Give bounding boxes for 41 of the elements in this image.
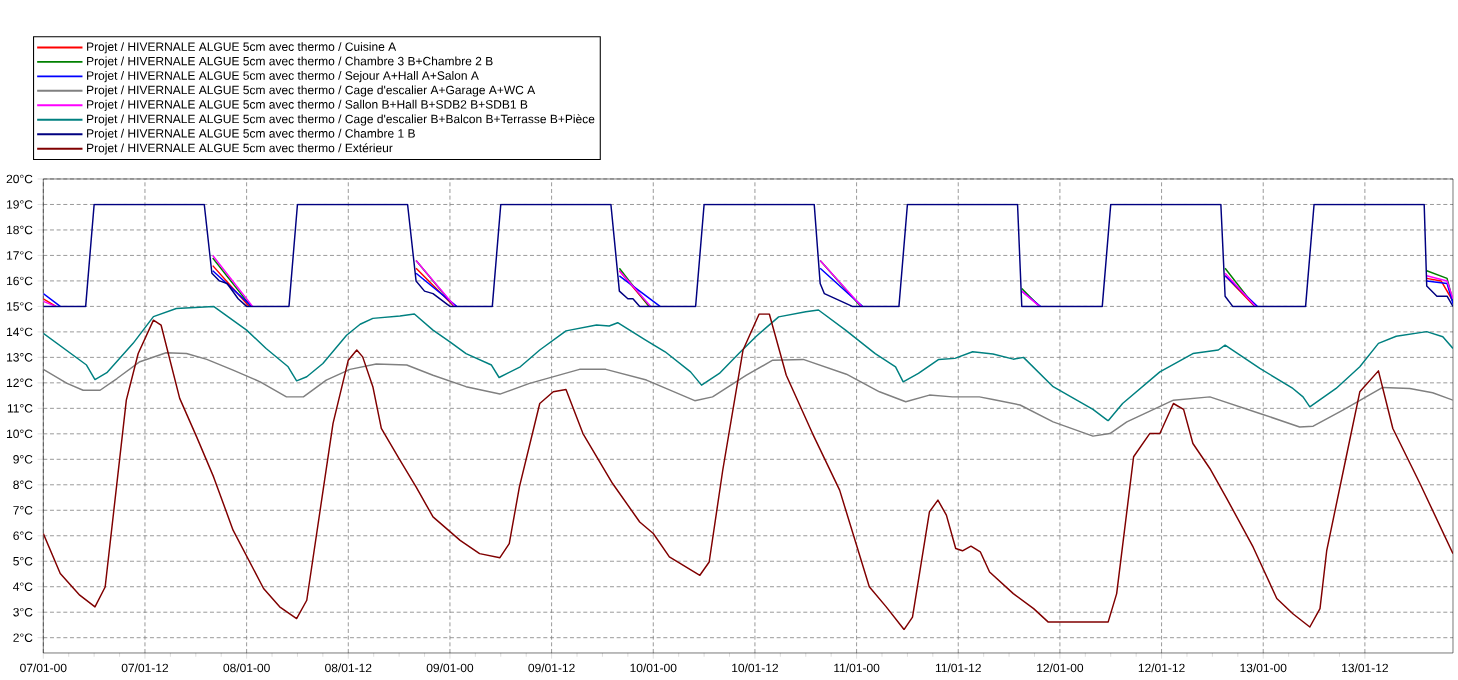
y-tick-label: 11°C (7, 404, 33, 413)
y-tick-label: 7°C (13, 506, 33, 515)
y-tick-label: 14°C (7, 327, 33, 337)
y-tick-label: 19°C (7, 200, 33, 209)
x-tick-label: 12/01-12 (1138, 663, 1185, 673)
x-tick-label: 10/01-12 (732, 663, 778, 673)
legend-label: Projet / HIVERNALE ALGUE 5cm avec thermo / Sallon B+Hall B+SDB2 B+SDB1 B (87, 99, 528, 112)
x-tick-label: 13/01-12 (1342, 663, 1388, 673)
x-tick-label: 11/01-00 (834, 663, 880, 673)
x-tick-label: 11/01-12 (935, 663, 981, 673)
y-tick-label: 6°C (13, 531, 33, 541)
y-tick-label: 15°C (7, 302, 33, 311)
x-tick-label: 13/01-00 (1240, 663, 1287, 673)
x-tick-label: 10/01-00 (630, 663, 677, 673)
x-tick-label: 07/01-00 (20, 663, 67, 673)
y-tick-label: 13°C (7, 353, 33, 362)
legend-label: Projet / HIVERNALE ALGUE 5cm avec thermo / Cage d'escalier A+Garage A+WC A (87, 85, 536, 97)
legend-label: Projet / HIVERNALE ALGUE 5cm avec thermo / Extérieur (87, 143, 393, 155)
x-tick-label: 07/01-12 (121, 663, 169, 673)
x-tick-label: 09/01-00 (426, 663, 474, 673)
legend-label: Projet / HIVERNALE ALGUE 5cm avec thermo / Cuisine A (87, 42, 397, 54)
y-tick-label: 4°C (13, 582, 33, 591)
x-tick-label: 08/01-00 (223, 663, 270, 673)
legend-label: Projet / HIVERNALE ALGUE 5cm avec thermo / Sejour A+Hall A+Salon A (87, 70, 479, 83)
legend-label: Projet / HIVERNALE ALGUE 5cm avec thermo / Chambre 1 B (87, 128, 415, 141)
y-tick-label: 10°C (7, 429, 33, 439)
y-tick-label: 17°C (7, 251, 33, 260)
y-tick-label: 3°C (13, 607, 33, 617)
y-tick-label: 9°C (13, 455, 33, 464)
x-tick-label: 12/01-00 (1037, 663, 1084, 673)
y-tick-label: 20°C (6, 174, 33, 184)
x-tick-label: 09/01-12 (528, 663, 575, 673)
y-tick-label: 8°C (13, 480, 33, 490)
y-tick-label: 12°C (7, 378, 33, 388)
y-tick-label: 5°C (13, 556, 33, 566)
y-tick-label: 16°C (7, 276, 33, 286)
y-tick-label: 18°C (7, 225, 33, 235)
y-tick-label: 2°C (13, 633, 33, 642)
legend-label: Projet / HIVERNALE ALGUE 5cm avec thermo / Cage d'escalier B+Balcon B+Terrasse B+Pièce (87, 114, 595, 126)
x-tick-label: 08/01-12 (325, 663, 372, 673)
legend-label: Projet / HIVERNALE ALGUE 5cm avec thermo / Chambre 3 B+Chambre 2 B (87, 56, 493, 68)
